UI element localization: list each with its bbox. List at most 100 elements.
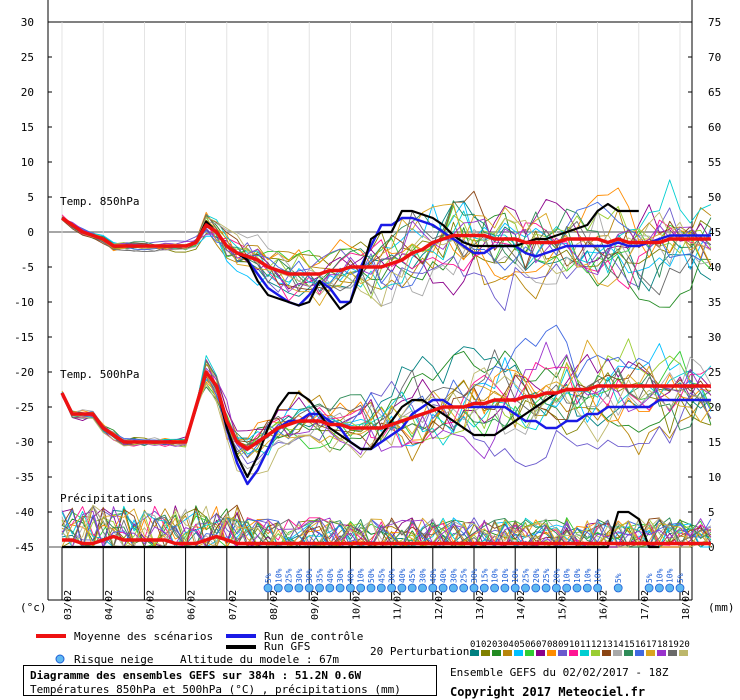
perturbation-swatch <box>569 650 578 656</box>
t850-perturbation-line <box>61 217 712 268</box>
snow-risk-pct: 40% <box>398 568 407 583</box>
perturbation-number: 14 <box>613 640 624 650</box>
precip-mean-line <box>62 534 711 546</box>
perturbation-swatch <box>514 650 523 656</box>
snow-risk-pct: 50% <box>367 568 376 583</box>
perturbation-number: 16 <box>635 640 646 650</box>
left-tick-label: -15 <box>14 331 34 344</box>
snow-risk-pct: 20% <box>532 568 541 583</box>
copyright: Copyright 2017 Meteociel.fr <box>450 685 646 699</box>
snow-risk-marker <box>304 583 314 593</box>
snow-risk-marker <box>273 583 283 593</box>
perturbation-number: 15 <box>624 640 635 650</box>
snow-risk-pct: 20% <box>552 568 561 583</box>
model-altitude: Altitude du modele : 67m <box>180 653 339 666</box>
snow-risk-pct: 5% <box>645 573 654 583</box>
perturbation-number: 13 <box>602 640 613 650</box>
snow-risk-pct: 10% <box>666 568 675 583</box>
snow-risk-marker <box>541 583 551 593</box>
snow-risk-marker <box>335 583 345 593</box>
perturbation-swatch <box>591 650 600 656</box>
left-tick-label: 10 <box>21 156 34 169</box>
snow-risk-pct: 30% <box>449 568 458 583</box>
t850-perturbation-line <box>61 207 712 312</box>
snow-risk-pct: 10% <box>357 568 366 583</box>
perturbation-swatch <box>492 650 501 656</box>
snow-risk-pct: 30% <box>336 568 345 583</box>
perturbation-swatch <box>525 650 534 656</box>
right-tick-label: 60 <box>708 121 721 134</box>
right-unit-label: (mm) <box>708 601 735 614</box>
right-tick-label: 35 <box>708 296 721 309</box>
snow-risk-marker <box>479 583 489 593</box>
perturbation-number: 02 <box>481 640 492 650</box>
snow-risk-pct: 30% <box>388 568 397 583</box>
snow-risk-pct: 5% <box>264 573 273 583</box>
right-tick-label: 25 <box>708 366 721 379</box>
perturbation-swatch <box>624 650 633 656</box>
snow-risk-marker <box>613 583 623 593</box>
snow-risk-marker <box>572 583 582 593</box>
chart-title: Diagramme des ensembles GEFS sur 384h : … <box>30 669 362 682</box>
snow-risk-pct: 40% <box>439 568 448 583</box>
left-tick-label: -5 <box>21 261 34 274</box>
left-tick-label: 0 <box>27 226 34 239</box>
snow-risk-marker <box>531 583 541 593</box>
left-tick-label: -10 <box>14 296 34 309</box>
perturbation-swatch <box>470 650 479 656</box>
date-label: 14/02 <box>516 590 527 620</box>
snow-risk-pct: 25% <box>542 568 551 583</box>
left-tick-label: 30 <box>21 16 34 29</box>
t500-perturbation-line <box>61 349 711 453</box>
date-label: 04/02 <box>104 590 115 620</box>
precip-perturbation-line <box>61 505 712 548</box>
info-box: Diagramme des ensembles GEFS sur 384h : … <box>23 665 437 696</box>
right-tick-label: 0 <box>708 541 715 554</box>
snow-risk-pct: 10% <box>594 568 603 583</box>
snow-risk-pct: 40% <box>346 568 355 583</box>
snow-risk-marker <box>397 583 407 593</box>
t850-perturbation-line <box>61 209 711 307</box>
chart-subtitle: Températures 850hPa et 500hPa (°C) , pré… <box>30 683 401 696</box>
snow-risk-pct: 25% <box>522 568 531 583</box>
perturbation-number: 08 <box>547 640 558 650</box>
t500-mean-line <box>60 370 711 451</box>
snow-risk-marker <box>263 583 273 593</box>
snow-risk-marker <box>376 583 386 593</box>
perturbation-number: 06 <box>525 640 536 650</box>
t500-section-label: Temp. 500hPa <box>60 368 139 381</box>
snow-risk-pct: 10% <box>274 568 283 583</box>
snow-risk-marker <box>562 583 572 593</box>
snow-risk-marker <box>655 583 664 593</box>
perturbation-number: 18 <box>657 640 668 650</box>
snow-risk-marker <box>459 583 469 593</box>
snow-risk-marker <box>448 583 458 593</box>
precip-section-label: Précipitations <box>60 492 153 505</box>
right-tick-label: 45 <box>708 226 721 239</box>
right-tick-label: 20 <box>708 401 721 414</box>
snow-risk-marker <box>500 583 510 593</box>
right-tick-label: 65 <box>708 86 721 99</box>
legend-snow-label: Risque neige <box>74 653 153 666</box>
snow-risk-marker <box>294 583 304 593</box>
perturbation-number: 11 <box>580 640 591 650</box>
date-label: 05/02 <box>145 590 156 620</box>
snow-risk-pct: 10% <box>501 568 510 583</box>
snow-risk-marker <box>552 583 561 593</box>
perturbation-number: 19 <box>668 640 679 650</box>
perturbation-swatch <box>580 650 589 656</box>
date-label: 03/02 <box>63 590 74 620</box>
precip-perturbation-line <box>61 505 711 548</box>
date-label: 10/02 <box>351 590 362 620</box>
perturbation-swatch <box>547 650 556 656</box>
right-tick-label: 10 <box>708 471 721 484</box>
left-tick-label: 15 <box>21 121 34 134</box>
precip-perturbation-line <box>61 505 712 548</box>
snow-risk-marker <box>644 583 654 593</box>
left-tick-label: -20 <box>14 366 34 379</box>
perturbation-number: 07 <box>536 640 547 650</box>
date-label: 18/02 <box>681 590 692 620</box>
snow-risk-marker <box>387 583 397 593</box>
left-tick-label: -30 <box>14 436 34 449</box>
t850-mean-line <box>61 216 711 276</box>
